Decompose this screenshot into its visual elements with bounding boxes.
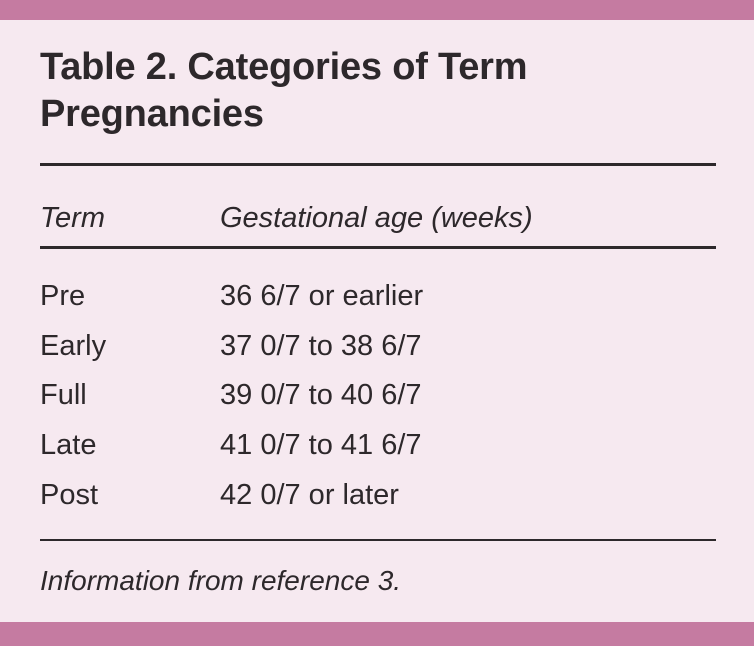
term-cell: Late xyxy=(40,429,97,462)
table-title: Table 2. Categories of Term Pregnancies xyxy=(40,44,716,138)
column-header-term: Term xyxy=(40,202,105,234)
table-body: Pre 36 6/7 or earlier Early 37 0/7 to 38… xyxy=(40,272,716,520)
table-row: Late 41 0/7 to 41 6/7 xyxy=(40,421,716,471)
top-accent-bar xyxy=(0,0,754,20)
top-rule xyxy=(40,163,716,166)
term-cell: Pre xyxy=(40,280,86,313)
table-row: Full 39 0/7 to 40 6/7 xyxy=(40,371,716,421)
gestational-age-cell: 36 6/7 or earlier xyxy=(220,280,424,313)
header-rule xyxy=(40,246,716,249)
footer-rule xyxy=(40,539,716,541)
gestational-age-cell: 41 0/7 to 41 6/7 xyxy=(220,429,422,462)
column-header-gestational-age: Gestational age (weeks) xyxy=(220,202,533,234)
bottom-accent-bar xyxy=(0,622,754,646)
gestational-age-cell: 39 0/7 to 40 6/7 xyxy=(220,379,422,412)
table-row: Post 42 0/7 or later xyxy=(40,470,716,520)
table-title-line-1: Table 2. Categories of Term xyxy=(40,46,528,88)
gestational-age-cell: 42 0/7 or later xyxy=(220,478,399,511)
term-cell: Post xyxy=(40,478,99,511)
table-row: Pre 36 6/7 or earlier xyxy=(40,272,716,322)
source-note: Information from reference 3. xyxy=(40,565,402,596)
table-header-row: Term Gestational age (weeks) xyxy=(40,201,716,235)
term-cell: Full xyxy=(40,379,87,412)
gestational-age-cell: 37 0/7 to 38 6/7 xyxy=(220,329,422,362)
table-row: Early 37 0/7 to 38 6/7 xyxy=(40,322,716,372)
table-title-line-2: Pregnancies xyxy=(40,93,264,135)
term-cell: Early xyxy=(40,329,107,362)
